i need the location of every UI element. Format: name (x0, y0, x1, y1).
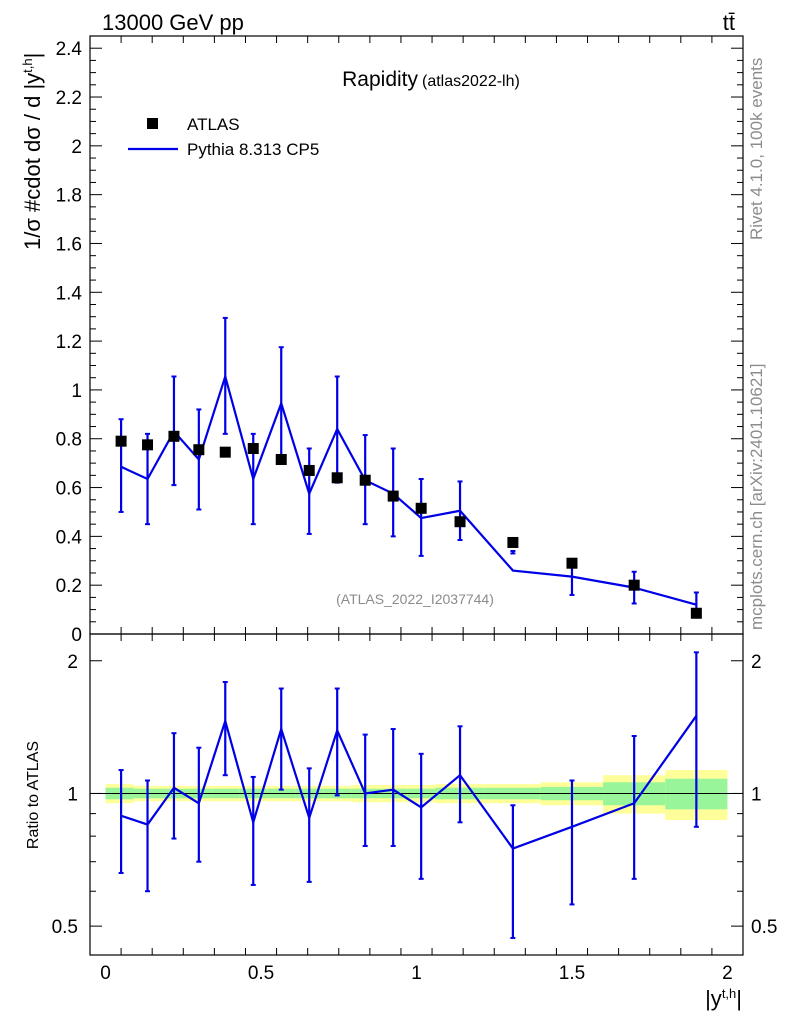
data-point (303, 464, 315, 476)
ratio-y-tick-label: 2 (67, 652, 78, 673)
y-tick-label: 2.4 (56, 39, 83, 60)
x-tick-label: 1.5 (559, 963, 585, 984)
data-point (507, 536, 519, 548)
process-label: tt̄ (723, 10, 735, 35)
analysis-label: (ATLAS_2022_I2037744) (336, 591, 494, 607)
mcplots-label: mcplots.cern.ch [arXiv:2401.10621] (747, 364, 766, 630)
ratio-error-bars (118, 651, 699, 939)
main-y-axis: 0 0.2 0.4 0.6 0.8 1 1.2 1.4 1.6 1.8 2 2.2 2.4 (56, 35, 743, 646)
data-point (690, 607, 702, 619)
data-point (628, 579, 640, 591)
ratio-y-tick-label: 1 (67, 784, 78, 805)
data-point (359, 474, 371, 486)
data-point (193, 444, 205, 456)
y-tick-label: 0.4 (56, 527, 83, 548)
data-markers (115, 430, 702, 619)
ratio-panel: 0.5 0.5 1 1 2 2 0 0.5 1 1.5 2 Ratio to ATLAS |yt,… (25, 633, 778, 1011)
y-tick-label: 2.2 (56, 88, 82, 109)
legend-marker-icon (147, 118, 158, 129)
y-tick-label: 0.2 (56, 576, 82, 597)
ratio-y-axis: 0.5 0.5 1 1 2 2 (52, 652, 778, 938)
y-tick-label: 1.6 (56, 234, 82, 255)
y-tick-label: 1.2 (56, 332, 82, 353)
data-point (115, 435, 127, 447)
data-point (142, 439, 154, 451)
energy-label: 13000 GeV pp (102, 10, 244, 35)
data-point (275, 453, 287, 465)
y-tick-label: 1 (71, 381, 82, 402)
x-tick-label: 0 (100, 963, 111, 984)
data-point (387, 490, 399, 502)
ratio-y-tick-label: 0.5 (52, 917, 78, 938)
x-axis: 0 0.5 1 1.5 2 (89, 634, 744, 984)
data-point (168, 430, 180, 442)
main-y-label: 1/σ #cdot dσ / d |yt,h| (20, 53, 45, 250)
chart-subtitle: (atlas2022-lh) (422, 73, 520, 90)
y-tick-label: 0 (71, 625, 82, 646)
y-tick-label: 1.4 (56, 283, 83, 304)
ratio-y-tick-label-right: 2 (751, 652, 762, 673)
x-axis-label: |yt,h| (705, 986, 742, 1011)
data-point (415, 502, 427, 514)
data-point (454, 516, 466, 528)
rivet-version-label: Rivet 4.1.0, 100k events (747, 58, 766, 240)
data-point (247, 442, 259, 454)
mc-error-bars (118, 316, 699, 617)
ratio-y-label: Ratio to ATLAS (25, 741, 42, 849)
ratio-series-line (120, 715, 698, 850)
y-tick-label: 0.6 (56, 479, 82, 500)
main-x-ticks (89, 36, 744, 634)
x-tick-label: 0.5 (248, 963, 274, 984)
legend-mc-label: Pythia 8.313 CP5 (187, 140, 319, 159)
ratio-y-tick-label-right: 0.5 (751, 917, 777, 938)
y-tick-label: 1.8 (56, 186, 82, 207)
data-point (219, 446, 231, 458)
main-panel: 0 0.2 0.4 0.6 0.8 1 1.2 1.4 1.6 1.8 2 2.2 2.4 Rapidi… (20, 35, 744, 646)
x-tick-label: 2 (722, 963, 733, 984)
legend-data-label: ATLAS (187, 115, 240, 134)
x-tick-label: 1 (411, 963, 422, 984)
ratio-frame (89, 633, 744, 956)
data-point (331, 472, 343, 484)
chart-title: Rapidity (342, 68, 418, 91)
ratio-y-tick-label-right: 1 (751, 784, 762, 805)
data-point (566, 557, 578, 569)
y-tick-label: 2 (71, 137, 82, 158)
mc-series-line (120, 372, 697, 606)
y-tick-label: 0.8 (56, 430, 82, 451)
